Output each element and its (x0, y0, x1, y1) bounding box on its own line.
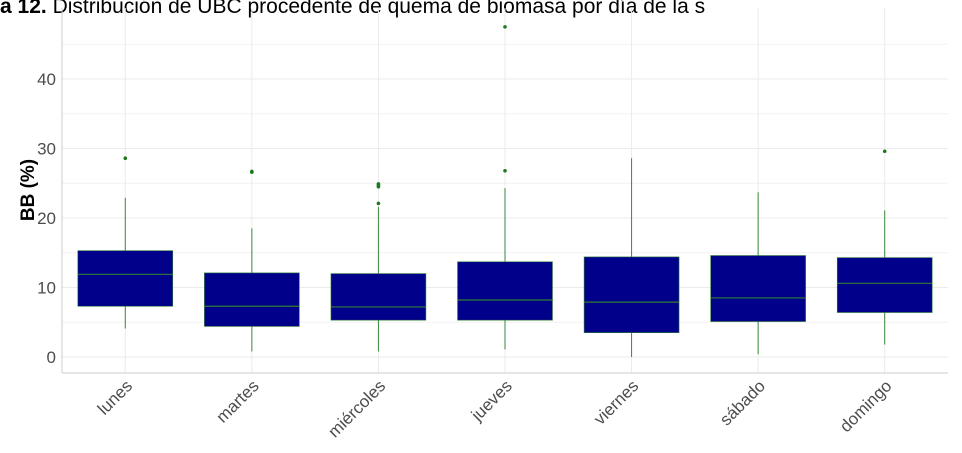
outlier-point (376, 201, 381, 206)
outlier-point (376, 182, 381, 186)
y-tick-label: 30 (37, 140, 56, 159)
box-sábado (710, 192, 806, 355)
y-tick-label: 20 (37, 209, 56, 228)
x-tick-label: miércoles (324, 376, 389, 441)
outlier-point (503, 25, 507, 29)
box-lunes (77, 156, 174, 329)
outlier-point (123, 156, 128, 161)
y-tick-labels: 0 10 20 30 40 (37, 70, 56, 367)
y-tick-label: 0 (47, 348, 56, 367)
box-iqr (77, 250, 174, 307)
box-miércoles (330, 182, 427, 352)
outlier-point (250, 169, 254, 174)
x-tick-label: jueves (467, 376, 516, 425)
x-tick-label: viernes (590, 376, 642, 428)
y-tick-label: 40 (37, 70, 56, 89)
outlier-point (503, 168, 507, 173)
y-axis-label: BB (%) (18, 159, 39, 221)
box-iqr (710, 255, 806, 322)
box-iqr (583, 256, 680, 333)
box-iqr (330, 273, 427, 321)
axes (61, 8, 948, 374)
box-martes (204, 169, 300, 352)
x-tick-label: sábado (716, 376, 769, 429)
box-series (77, 25, 933, 357)
figure-label: a 12. (0, 0, 47, 18)
box-iqr (457, 261, 553, 321)
box-jueves (457, 25, 553, 350)
x-tick-label: lunes (94, 376, 136, 418)
y-tick-label: 10 (37, 279, 56, 298)
box-iqr (204, 272, 300, 327)
box-iqr (836, 257, 933, 313)
x-tick-labels: lunes martes miércoles jueves viernes sábado d… (94, 376, 896, 441)
outlier-point (882, 149, 887, 154)
x-tick-label: domingo (836, 376, 896, 436)
box-viernes (583, 158, 680, 357)
x-tick-label: martes (213, 376, 263, 426)
box-domingo (836, 149, 933, 345)
